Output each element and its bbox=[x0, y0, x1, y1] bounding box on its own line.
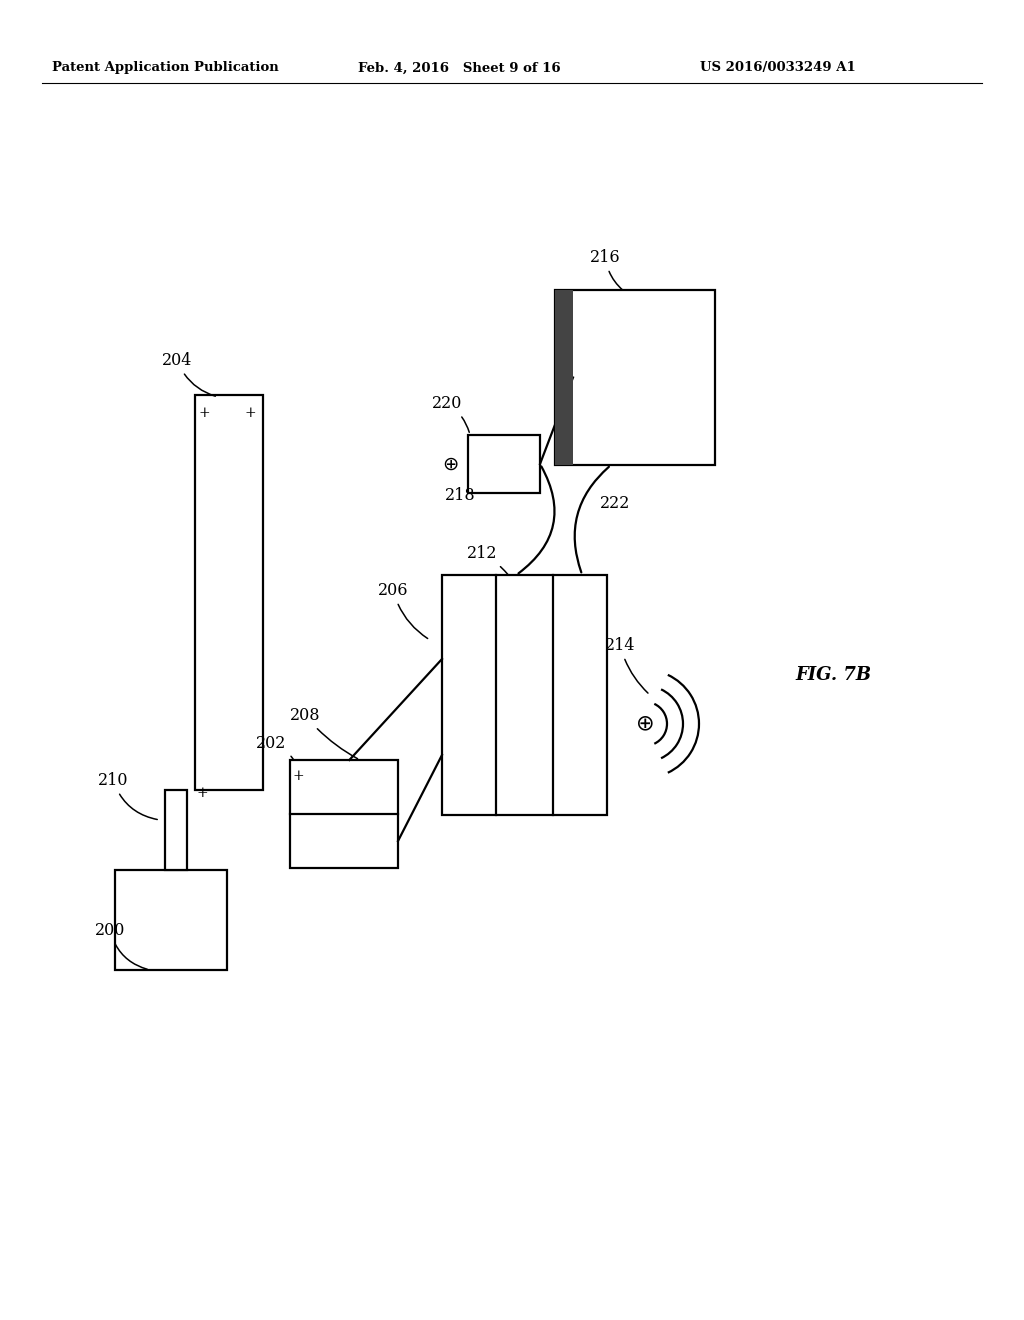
Text: US 2016/0033249 A1: US 2016/0033249 A1 bbox=[700, 62, 856, 74]
Bar bbox=[290, 760, 398, 869]
Text: 216: 216 bbox=[590, 249, 623, 290]
Text: 210: 210 bbox=[98, 772, 158, 820]
Bar bbox=[468, 436, 540, 492]
Text: FIG. 7B: FIG. 7B bbox=[795, 667, 871, 684]
Text: Patent Application Publication: Patent Application Publication bbox=[52, 62, 279, 74]
Text: ⊕: ⊕ bbox=[636, 714, 654, 734]
Text: 214: 214 bbox=[605, 638, 648, 693]
Bar bbox=[165, 789, 187, 870]
Bar bbox=[555, 290, 715, 465]
Text: 206: 206 bbox=[378, 582, 428, 639]
Text: +: + bbox=[293, 770, 304, 783]
Text: +: + bbox=[245, 407, 257, 420]
Text: +: + bbox=[197, 785, 209, 800]
Bar bbox=[195, 395, 263, 789]
Text: ⊕: ⊕ bbox=[441, 454, 458, 474]
Text: 212: 212 bbox=[467, 545, 508, 574]
Text: 222: 222 bbox=[600, 495, 631, 512]
Text: 208: 208 bbox=[290, 708, 357, 759]
Bar bbox=[442, 576, 607, 814]
Text: 202: 202 bbox=[256, 735, 294, 759]
Text: 220: 220 bbox=[432, 395, 469, 433]
Bar bbox=[555, 290, 573, 465]
Text: Feb. 4, 2016   Sheet 9 of 16: Feb. 4, 2016 Sheet 9 of 16 bbox=[358, 62, 560, 74]
Text: 204: 204 bbox=[162, 352, 215, 396]
Text: 218: 218 bbox=[445, 487, 475, 504]
Bar bbox=[115, 870, 227, 970]
Text: 200: 200 bbox=[95, 921, 147, 969]
Text: +: + bbox=[199, 407, 211, 420]
